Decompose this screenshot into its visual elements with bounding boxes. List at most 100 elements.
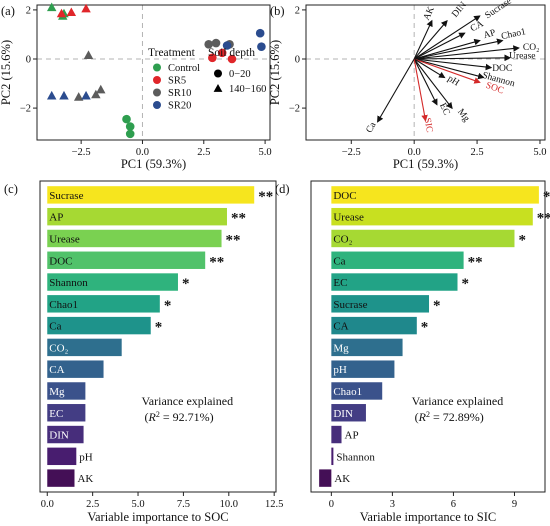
c-variance-r-exponent: 2 [156,409,160,418]
a-panel-label: (a) [1,4,15,18]
loading-arrow-din [413,19,448,60]
c-variance-explained-value: (R2 = 92.71%) [144,409,213,424]
loading-arrow-sic [413,58,428,122]
significance-mark: * [433,298,441,314]
significance-mark: * [421,320,429,336]
d-variance-suffix: = 72.89%) [430,410,484,424]
c-x-tick-label: 0.0 [41,499,54,510]
significance-mark: ** [543,189,550,205]
d-variance-prefix: ( [415,410,419,424]
bar-label-doc: DOC [49,255,72,267]
a-x-tick-label: 0.0 [136,147,149,158]
bar-label-chao1: Chao1 [49,299,78,311]
loading-arrow-ca [377,58,415,123]
bar-din [47,425,84,444]
d-variance-explained-value: (R2 = 72.89%) [415,409,484,424]
bar-ca [331,251,464,269]
d-x-axis-label: Variable importance to SIC [360,510,496,524]
d-x-tick-label: 3 [390,499,395,510]
bar-label-co: CO₂ [49,342,68,354]
b-y-tick-label: 2 [295,5,300,16]
c-variance-prefix: ( [144,410,148,424]
bar-label-din: DIN [333,408,353,420]
panel-b-pca-loadings: −2.5 0.0 2.5 5.0 −2 0 2 PC1 (59.3%) PC2 (15.6%) (… [268,0,547,171]
b-y-tick-label: 0 [295,55,300,66]
bar-label-sucrase: Sucrase [49,190,83,202]
bar-label-ca: Ca [333,255,345,267]
bar-ph [47,447,77,466]
c-variance-r-symbol: R [147,410,156,424]
a-x-axis-label: PC1 (59.3%) [121,157,186,171]
bar-doc [331,186,539,204]
loading-label-ca: Ca [365,120,379,135]
loading-arrow-ak [413,19,433,60]
b-x-axis-label: PC1 (59.3%) [393,157,458,171]
bar-mg [331,338,403,357]
point-sr10-topsoil [204,39,213,49]
bar-ak [319,469,332,487]
a-y-axis-label: PC2 (15.6%) [0,40,13,105]
d-variance-r-exponent: 2 [426,409,430,418]
point-sr20-topsoil [222,41,232,50]
bar-label-ca: CA [333,321,348,333]
legend-label-control: Control [168,63,200,74]
legend-label-sr5: SR5 [168,76,186,87]
b-x-tick-label: 2.5 [471,147,484,158]
bar-label-ec: EC [333,277,347,289]
point-sr10-subsoil [83,50,94,59]
c-variance-suffix: = 92.71%) [160,410,214,424]
legend-swatch-sr10 [153,88,161,97]
loading-label-doc: DOC [492,64,512,74]
bar-mg [47,382,86,400]
point-sr10-topsoil [211,38,221,48]
point-sr20-topsoil [255,28,265,38]
bar-label-urease: Urease [49,233,80,245]
bar-shannon [47,273,178,291]
panel-d-importance-sic: DOC ** Urease ** CO₂ * Ca ** EC * Sucrase * CA * Mg pH C… [275,180,550,524]
bar-ec [331,273,458,291]
bar-chao1 [331,382,383,400]
loading-arrow-ap [414,38,481,60]
significance-mark: * [182,276,190,292]
legend-swatch-control [153,63,161,72]
point-sr20-subsoil [81,90,91,100]
d-x-tick-label: 6 [451,499,456,510]
bar-label-ap: AP [49,212,63,224]
bar-label-sucrase: Sucrase [333,299,367,311]
a-plot-frame [36,4,271,141]
loading-arrow-mg [413,58,453,110]
significance-mark: ** [209,254,224,270]
loading-label-co: CO₂ [523,43,540,53]
c-x-tick-label: 7.5 [177,499,190,510]
point-sr20-topsoil [257,42,266,52]
loading-arrow-soc [413,58,481,84]
bar-label-ec: EC [49,408,63,420]
loading-label-din: DIN [450,0,469,19]
b-y-tick-label: −2 [289,104,300,115]
b-x-tick-label: −2.5 [342,147,361,158]
loading-arrow-co [414,45,520,60]
bar-ca [47,316,151,335]
bar-label-mg: Mg [333,342,349,354]
bar-label-shannon: Shannon [49,277,88,289]
bar-label-ca: CA [49,364,64,376]
panel-a-pca-scores: −2.5 0.0 2.5 5.0 −2 0 2 PC1 (59.3%) PC2 (15.6%) (… [0,2,272,171]
legend-swatch-sr5 [153,76,161,84]
significance-mark: ** [537,211,550,227]
bar-label-ph: pH [79,451,93,463]
a-y-tick-label: 0 [26,55,31,66]
a-x-tick-label: −2.5 [72,147,91,158]
d-variance-explained-title: Variance explained [412,394,504,408]
a-y-tick-label: −2 [20,104,31,115]
bar-co [331,229,515,248]
bar-ak [47,469,75,487]
d-variance-r-symbol: R [418,410,427,424]
loading-arrow-ec [413,58,438,106]
legend-treatment-title: Treatment [148,47,196,59]
significance-mark: ** [226,232,241,248]
loading-arrow-ph [413,58,446,79]
significance-mark: * [155,320,163,336]
bar-din [331,404,366,422]
b-plot-frame [305,4,546,141]
